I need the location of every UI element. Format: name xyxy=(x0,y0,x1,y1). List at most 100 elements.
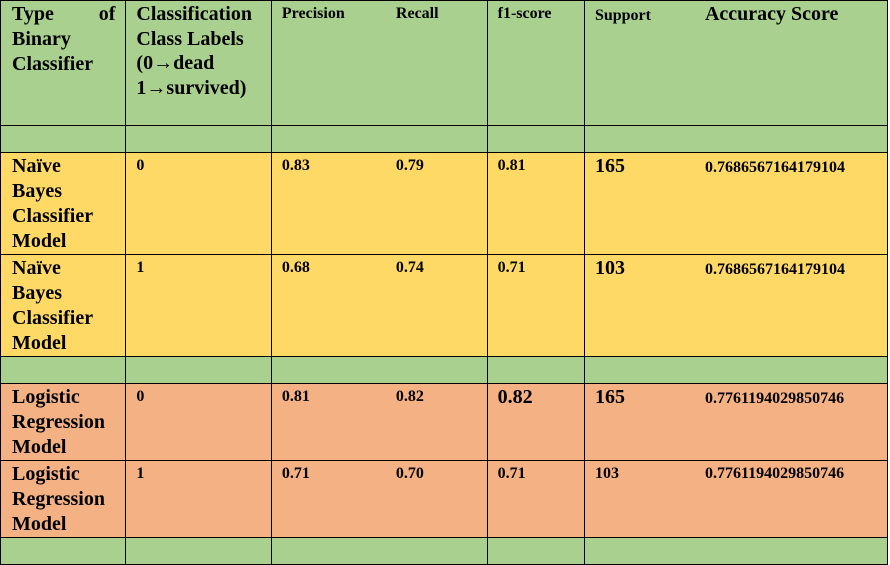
class-label: 0 xyxy=(136,388,145,405)
header-support: Support xyxy=(594,7,651,24)
spacer-cell xyxy=(583,125,889,153)
header-of-word: of xyxy=(98,3,116,25)
table-row: Logistic Regression Model 1 0.71 0.70 0.… xyxy=(0,460,889,538)
model-line: Bayes xyxy=(12,180,62,202)
model-line: Bayes xyxy=(12,282,62,304)
model-cell: Naïve Bayes Classifier Model xyxy=(0,254,127,357)
spacer-row xyxy=(0,125,889,153)
spacer-cell xyxy=(583,356,889,384)
model-line: Model xyxy=(12,513,67,535)
model-cell: Logistic Regression Model xyxy=(0,383,127,461)
model-line: Classifier xyxy=(12,307,94,329)
model-line: Classifier xyxy=(12,205,94,227)
spacer-row xyxy=(0,356,889,384)
header-labels-line: Classification xyxy=(136,3,252,25)
spacer-cell xyxy=(0,125,127,153)
table-row: Logistic Regression Model 0 0.81 0.82 0.… xyxy=(0,383,889,461)
precision-value: 0.68 xyxy=(281,259,310,276)
header-precision-recall-cell: Precision Recall xyxy=(270,0,488,126)
precision-recall-cell: 0.68 0.74 xyxy=(270,254,488,357)
f1-value: 0.71 xyxy=(497,259,526,276)
f1-cell: 0.82 xyxy=(486,383,585,461)
precision-recall-cell: 0.71 0.70 xyxy=(270,460,488,538)
table-row: Naïve Bayes Classifier Model 1 0.68 0.74… xyxy=(0,254,889,357)
header-accuracy: Accuracy Score xyxy=(704,3,839,25)
header-recall: Recall xyxy=(395,5,439,22)
header-row: Type of Binary Classifier Classification… xyxy=(0,0,889,126)
header-f1-cell: f1-score xyxy=(486,0,585,126)
header-labels-line: (0→dead xyxy=(136,52,215,74)
accuracy-value: 0.7761194029850746 xyxy=(704,465,845,482)
header-type-cell: Type of Binary Classifier xyxy=(0,0,127,126)
support-accuracy-cell: 103 0.7686567164179104 xyxy=(583,254,889,357)
f1-cell: 0.71 xyxy=(486,254,585,357)
precision-value: 0.81 xyxy=(281,388,310,405)
model-cell: Naïve Bayes Classifier Model xyxy=(0,152,127,255)
class-label: 1 xyxy=(136,259,145,276)
class-label: 1 xyxy=(136,465,145,482)
support-value: 103 xyxy=(594,257,625,279)
model-line: Model xyxy=(12,332,67,354)
label-cell: 0 xyxy=(125,152,272,255)
spacer-cell xyxy=(125,356,272,384)
precision-value: 0.83 xyxy=(281,157,310,174)
f1-value: 0.82 xyxy=(497,386,533,408)
spacer-cell xyxy=(270,125,488,153)
table-row: Naïve Bayes Classifier Model 0 0.83 0.79… xyxy=(0,152,889,255)
spacer-cell xyxy=(0,356,127,384)
support-value: 165 xyxy=(594,386,625,408)
spacer-cell xyxy=(125,125,272,153)
f1-value: 0.71 xyxy=(497,465,526,482)
support-accuracy-cell: 165 0.7761194029850746 xyxy=(583,383,889,461)
spacer-cell xyxy=(270,356,488,384)
label-cell: 1 xyxy=(125,460,272,538)
header-type-word: Type xyxy=(12,3,54,25)
class-label: 0 xyxy=(136,157,145,174)
header-labels-cell: Classification Class Labels (0→dead 1→su… xyxy=(125,0,272,126)
model-line: Logistic xyxy=(12,386,80,408)
accuracy-value: 0.7761194029850746 xyxy=(704,390,845,407)
spacer-row xyxy=(0,537,889,565)
recall-value: 0.82 xyxy=(395,388,424,405)
accuracy-value: 0.7686567164179104 xyxy=(704,159,845,176)
f1-cell: 0.71 xyxy=(486,460,585,538)
header-support-accuracy-cell: Support Accuracy Score xyxy=(583,0,889,126)
model-line: Naïve xyxy=(12,155,61,177)
header-labels-line: 1→survived) xyxy=(136,76,247,99)
spacer-cell xyxy=(0,537,127,565)
header-type-line: Classifier xyxy=(12,53,94,75)
label-cell: 0 xyxy=(125,383,272,461)
precision-recall-cell: 0.83 0.79 xyxy=(270,152,488,255)
precision-recall-cell: 0.81 0.82 xyxy=(270,383,488,461)
recall-value: 0.70 xyxy=(395,465,424,482)
recall-value: 0.79 xyxy=(395,157,424,174)
model-cell: Logistic Regression Model xyxy=(0,460,127,538)
f1-value: 0.81 xyxy=(497,157,526,174)
spacer-cell xyxy=(486,537,585,565)
precision-value: 0.71 xyxy=(281,465,310,482)
header-precision: Precision xyxy=(281,5,345,22)
f1-cell: 0.81 xyxy=(486,152,585,255)
header-labels-line: Class Labels xyxy=(136,27,244,50)
model-line: Model xyxy=(12,436,67,458)
recall-value: 0.74 xyxy=(395,259,424,276)
model-line: Model xyxy=(12,230,67,252)
model-line: Naïve xyxy=(12,257,61,279)
accuracy-value: 0.7686567164179104 xyxy=(704,261,845,278)
label-cell: 1 xyxy=(125,254,272,357)
support-accuracy-cell: 103 0.7761194029850746 xyxy=(583,460,889,538)
support-value: 165 xyxy=(594,155,625,177)
spacer-cell xyxy=(486,125,585,153)
model-line: Regression xyxy=(12,411,105,433)
spacer-cell xyxy=(125,537,272,565)
model-line: Regression xyxy=(12,488,105,510)
header-type-line: Binary xyxy=(12,28,71,50)
spacer-cell xyxy=(486,356,585,384)
spacer-cell xyxy=(270,537,488,565)
support-value: 103 xyxy=(594,465,619,482)
spacer-cell xyxy=(583,537,889,565)
model-line: Logistic xyxy=(12,463,80,485)
support-accuracy-cell: 165 0.7686567164179104 xyxy=(583,152,889,255)
header-f1: f1-score xyxy=(497,5,552,22)
